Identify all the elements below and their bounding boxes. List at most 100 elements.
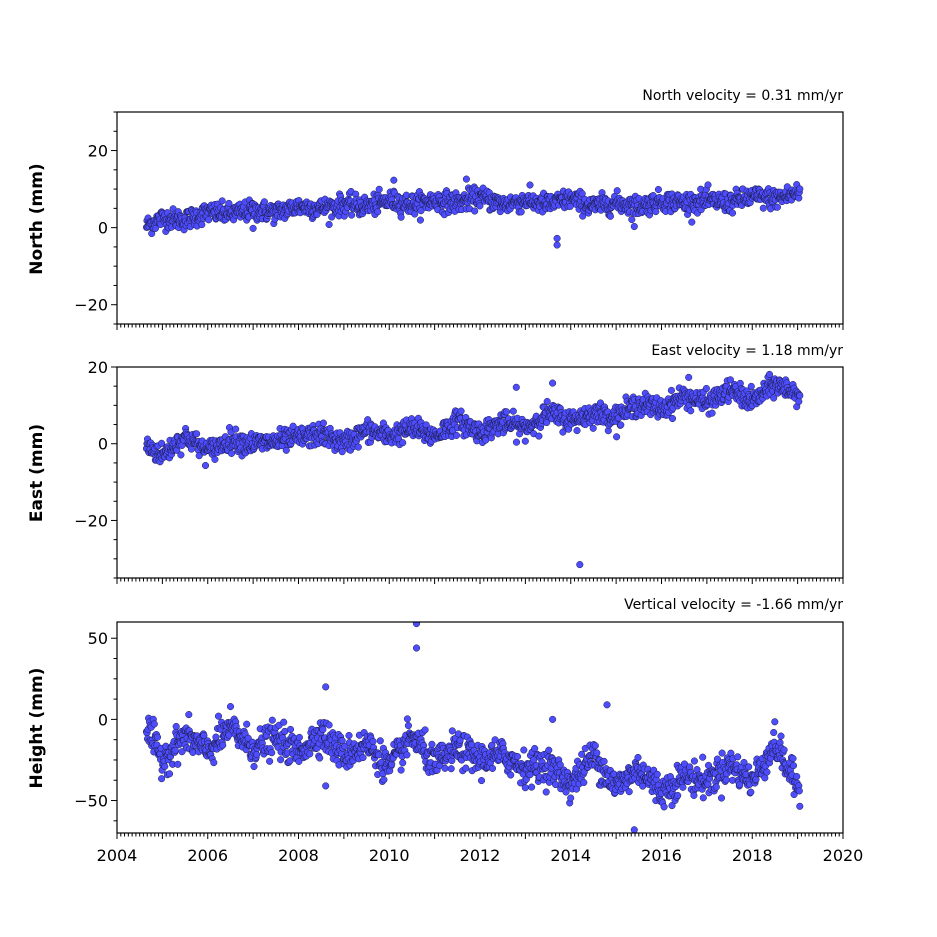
data-point	[348, 211, 356, 219]
data-point	[773, 203, 781, 211]
data-point	[488, 764, 497, 772]
data-point	[477, 777, 486, 785]
data-point	[397, 213, 405, 221]
data-point	[295, 757, 303, 765]
data-point	[628, 215, 636, 224]
data-point	[345, 731, 353, 740]
data-point	[613, 433, 621, 441]
data-point	[613, 187, 621, 195]
data-point	[201, 461, 210, 470]
data-point	[747, 788, 755, 796]
data-point	[171, 746, 179, 754]
data-point	[589, 424, 597, 432]
data-point	[354, 443, 362, 451]
data-point	[690, 757, 698, 765]
data-point	[699, 753, 707, 761]
data-point	[476, 202, 484, 210]
data-point	[770, 394, 778, 402]
data-point	[793, 772, 801, 781]
x-tick-label: 2008	[278, 846, 319, 865]
y-tick-label: 20	[88, 142, 108, 161]
data-point	[668, 414, 677, 423]
outlier-point	[549, 715, 557, 723]
outlier-point	[412, 644, 421, 652]
data-point	[531, 744, 539, 753]
data-point	[795, 397, 803, 406]
y-tick-label: 0	[98, 710, 108, 729]
data-point	[457, 407, 465, 415]
data-point	[316, 754, 324, 762]
outlier-point	[685, 373, 693, 381]
data-point	[212, 733, 220, 741]
data-point	[512, 438, 521, 446]
data-point	[708, 409, 716, 417]
data-point	[205, 216, 213, 224]
outlier-point	[512, 383, 520, 391]
data-point	[359, 754, 367, 762]
data-point	[376, 737, 384, 745]
data-point	[625, 788, 633, 796]
data-point	[178, 748, 186, 756]
outlier-point	[576, 561, 584, 569]
data-point	[660, 803, 668, 811]
data-point	[520, 746, 528, 754]
data-point	[218, 197, 226, 205]
height-panel: Vertical velocity = -1.66 mm/yr Height (…	[27, 597, 863, 865]
outlier-point	[630, 826, 638, 833]
outlier-point	[630, 222, 638, 231]
data-point	[325, 220, 333, 229]
data-point	[177, 451, 185, 459]
data-point	[593, 749, 601, 757]
data-point	[153, 733, 162, 741]
data-point	[562, 788, 570, 796]
data-point	[417, 207, 425, 215]
data-point	[699, 794, 707, 802]
data-point	[653, 770, 661, 778]
data-point	[211, 455, 219, 463]
data-point	[319, 725, 327, 734]
east-velocity-title: East velocity = 1.18 mm/yr	[651, 343, 843, 359]
data-point	[380, 776, 388, 784]
y-tick-label: 20	[88, 358, 108, 377]
east-panel: East velocity = 1.18 mm/yr East (mm) −20…	[27, 343, 844, 584]
data-point	[702, 384, 710, 393]
y-tick-label: 0	[98, 435, 108, 454]
data-point	[634, 753, 642, 762]
data-point	[652, 208, 660, 216]
data-point	[726, 376, 734, 384]
data-point	[674, 791, 682, 800]
x-tick-label: 2014	[550, 846, 591, 865]
data-point	[765, 370, 774, 378]
data-point	[759, 204, 767, 212]
data-point	[375, 185, 383, 193]
data-point	[306, 750, 314, 758]
data-point	[369, 737, 377, 745]
data-point	[763, 768, 771, 776]
east-points	[142, 370, 804, 569]
data-point	[796, 802, 804, 810]
data-point	[243, 720, 251, 728]
data-point	[158, 439, 166, 447]
data-point	[214, 712, 223, 720]
data-point	[722, 776, 730, 784]
data-point	[232, 425, 240, 433]
data-point	[421, 726, 429, 734]
outlier-point	[412, 622, 421, 628]
outlier-point	[390, 176, 398, 184]
data-point	[226, 703, 235, 711]
data-point	[338, 448, 346, 456]
data-point	[556, 761, 564, 769]
x-tick-label: 2020	[823, 846, 864, 865]
data-point	[606, 212, 614, 220]
data-point	[535, 432, 543, 440]
data-point	[747, 382, 755, 390]
data-point	[777, 732, 785, 740]
data-point	[617, 421, 625, 429]
data-point	[771, 718, 779, 726]
data-point	[517, 208, 525, 216]
data-point	[341, 742, 349, 750]
data-point	[795, 787, 803, 795]
height-points	[142, 622, 804, 833]
data-point	[268, 716, 276, 724]
